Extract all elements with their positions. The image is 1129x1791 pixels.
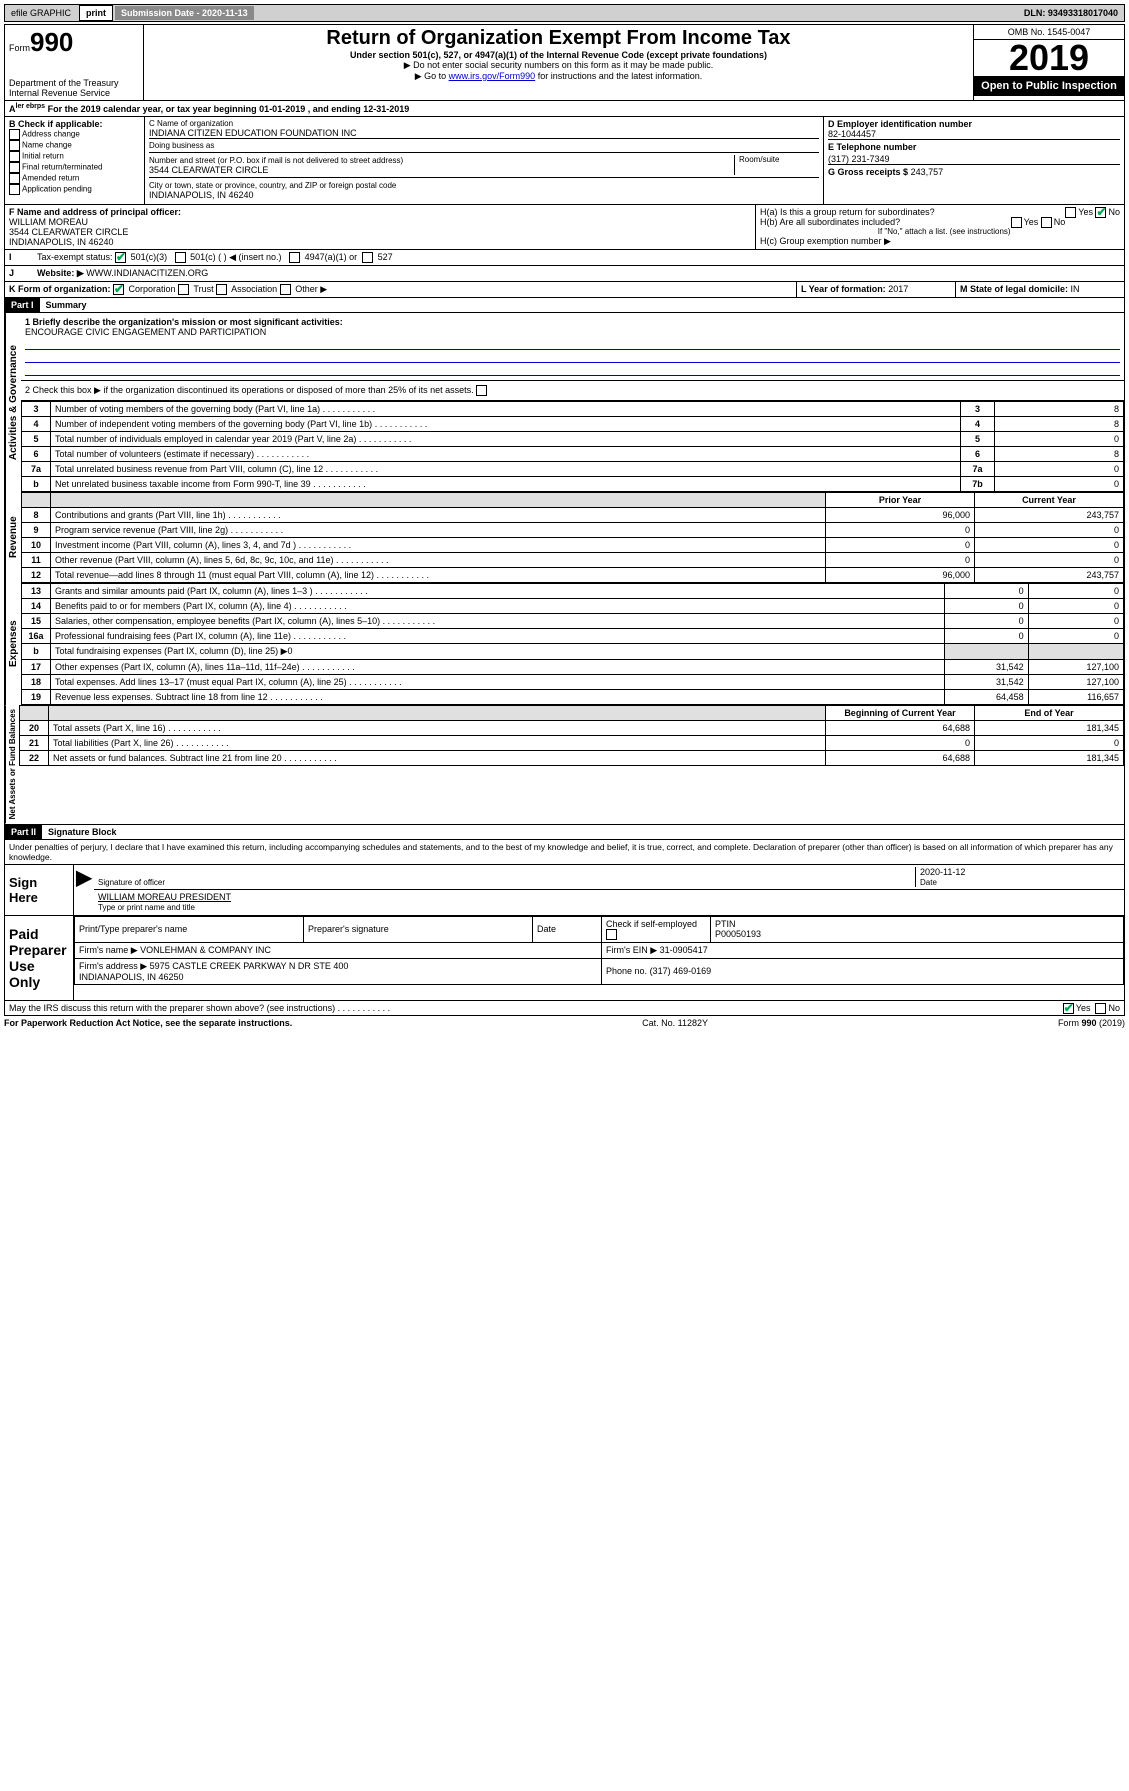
cb-self-employed[interactable] [606,929,617,940]
website: WWW.INDIANACITIZEN.ORG [86,268,208,278]
ag-table: 3Number of voting members of the governi… [21,401,1124,492]
hb-yes[interactable] [1011,217,1022,228]
irs-link[interactable]: www.irs.gov/Form990 [449,71,536,81]
form-number: 990 [30,27,73,57]
gross-receipts: 243,757 [911,167,944,177]
website-row: J Website: ▶ WWW.INDIANACITIZEN.ORG [4,266,1125,282]
netassets-table: Beginning of Current YearEnd of Year20To… [19,705,1124,766]
cb-other[interactable] [280,284,291,295]
cb-trust[interactable] [178,284,189,295]
f-h-block: F Name and address of principal officer:… [4,205,1125,250]
cb-assoc[interactable] [216,284,227,295]
tax-year-row: Aler ebrps For the 2019 calendar year, o… [4,101,1125,117]
netassets-section: Net Assets or Fund Balances Beginning of… [4,705,1125,824]
open-public-badge: Open to Public Inspection [974,76,1124,96]
street: 3544 CLEARWATER CIRCLE [149,165,268,175]
cb-527[interactable] [362,252,373,263]
cb-501c[interactable] [175,252,186,263]
ptin: P00050193 [715,929,761,939]
perjury-text: Under penalties of perjury, I declare th… [4,840,1125,865]
checkbox-name-change[interactable] [9,140,20,151]
discuss-yes[interactable] [1063,1003,1074,1014]
expenses-table: Prior YearCurrent Year13Grants and simil… [21,583,1124,705]
officer-name: WILLIAM MOREAU [9,217,88,227]
klm-row: K Form of organization: Corporation Trus… [4,282,1125,298]
checkbox-app-pending[interactable] [9,184,20,195]
revenue-table: Prior YearCurrent Year8Contributions and… [21,492,1124,583]
submission-date: Submission Date - 2020-11-13 [115,6,254,20]
part2-header: Part II Signature Block [4,825,1125,840]
checkbox-address-change[interactable] [9,129,20,140]
hb-no[interactable] [1041,217,1052,228]
year-formation: 2017 [888,284,908,294]
form-title: Return of Organization Exempt From Incom… [148,27,969,50]
firm-name: VONLEHMAN & COMPANY INC [140,945,271,955]
right-info: D Employer identification number 82-1044… [824,117,1124,204]
firm-phone: (317) 469-0169 [650,966,712,976]
part1-header: Part I Summary [4,298,1125,313]
cb-corp[interactable] [113,284,124,295]
dln: DLN: 93493318017040 [1018,6,1124,20]
firm-ein: 31-0905417 [660,945,708,955]
ha-no[interactable] [1095,207,1106,218]
top-toolbar: efile GRAPHIC print Submission Date - 20… [4,4,1125,22]
expenses-section: Expenses Prior YearCurrent Year13Grants … [4,583,1125,705]
cb-discontinued[interactable] [476,385,487,396]
paid-preparer-block: Paid Preparer Use Only Print/Type prepar… [4,916,1125,1001]
form-subtitle: Under section 501(c), 527, or 4947(a)(1)… [148,50,969,60]
checkbox-final[interactable] [9,162,20,173]
checkbox-amended[interactable] [9,173,20,184]
ha-yes[interactable] [1065,207,1076,218]
ein: 82-1044457 [828,129,1120,139]
checkbox-initial[interactable] [9,151,20,162]
phone: (317) 231-7349 [828,154,1120,164]
entity-info-block: B Check if applicable: Address change Na… [4,117,1125,205]
cb-501c3[interactable] [115,252,126,263]
discuss-row: May the IRS discuss this return with the… [4,1001,1125,1016]
print-button[interactable]: print [79,5,113,21]
tax-year: 2019 [974,40,1124,76]
check-if-applicable: B Check if applicable: Address change Na… [5,117,145,204]
note-ssn: ▶ Do not enter social security numbers o… [148,60,969,71]
tax-exempt-row: I Tax-exempt status: 501(c)(3) 501(c) ( … [4,250,1125,266]
state-domicile: IN [1071,284,1080,294]
org-name: INDIANA CITIZEN EDUCATION FOUNDATION INC [149,128,819,138]
irs-label: Internal Revenue Service [9,88,139,98]
activities-governance: Activities & Governance 1 Briefly descri… [4,313,1125,492]
cb-4947[interactable] [289,252,300,263]
note-link: ▶ Go to www.irs.gov/Form990 for instruct… [148,71,969,82]
sign-here-block: Sign Here ▶ Signature of officer 2020-11… [4,865,1125,916]
efile-label: efile GRAPHIC [5,6,77,20]
officer-name-title: WILLIAM MOREAU PRESIDENT [98,892,231,902]
arrow-icon: ▶ [74,865,94,914]
sign-date: 2020-11-12 [920,867,965,877]
discuss-no[interactable] [1095,1003,1106,1014]
form-prefix: Form [9,43,30,53]
dept-treasury: Department of the Treasury [9,78,139,88]
footer: For Paperwork Reduction Act Notice, see … [4,1016,1125,1030]
city-state-zip: INDIANAPOLIS, IN 46240 [149,190,254,200]
org-info: C Name of organization INDIANA CITIZEN E… [145,117,824,204]
revenue-section: Revenue Prior YearCurrent Year8Contribut… [4,492,1125,583]
mission-text: ENCOURAGE CIVIC ENGAGEMENT AND PARTICIPA… [25,327,1120,337]
form-header: Form990 Department of the Treasury Inter… [4,24,1125,101]
